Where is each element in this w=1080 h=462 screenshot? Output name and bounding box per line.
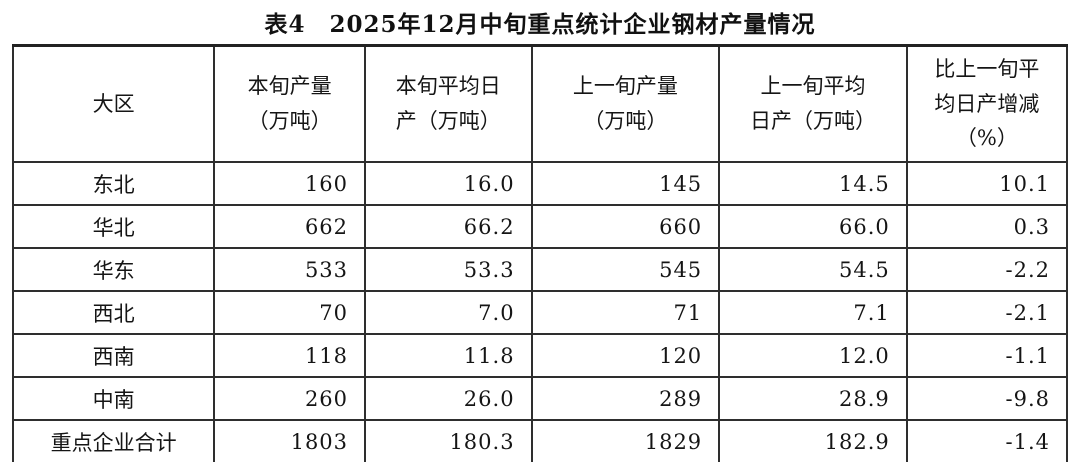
value-cell: 662 <box>213 204 367 249</box>
region-cell: 华东 <box>11 247 216 292</box>
table-row: 华北 662 66.2 660 66.0 0.3 <box>11 204 1069 249</box>
value-cell: 1829 <box>530 419 721 462</box>
value-cell: 289 <box>530 376 721 421</box>
value-cell: 54.5 <box>718 247 908 292</box>
value-cell: 26.0 <box>364 376 533 421</box>
col-header-current-output: 本旬产量 （万吨） <box>213 44 367 163</box>
table-row: 西北 70 7.0 71 7.1 -2.1 <box>11 290 1069 335</box>
value-cell: 14.5 <box>718 161 908 206</box>
col-header-previous-output: 上一旬产量 （万吨） <box>530 44 721 163</box>
value-cell: 182.9 <box>718 419 908 462</box>
value-cell: 7.1 <box>718 290 908 335</box>
value-cell: 545 <box>530 247 721 292</box>
header-row: 大区 本旬产量 （万吨） 本旬平均日 产（万吨） 上一旬产量 （万吨） 上一旬平… <box>11 44 1069 163</box>
value-cell: 11.8 <box>364 333 533 378</box>
value-cell: 0.3 <box>905 204 1069 249</box>
value-cell: 120 <box>530 333 721 378</box>
value-cell: 70 <box>213 290 367 335</box>
value-cell: -2.1 <box>905 290 1069 335</box>
value-cell: 533 <box>213 247 367 292</box>
value-cell: 66.0 <box>718 204 908 249</box>
value-cell: 180.3 <box>364 419 533 462</box>
value-cell: 7.0 <box>364 290 533 335</box>
value-cell: 160 <box>213 161 367 206</box>
value-cell: -2.2 <box>905 247 1069 292</box>
value-cell: 260 <box>213 376 367 421</box>
value-cell: 1803 <box>213 419 367 462</box>
col-header-region: 大区 <box>11 44 216 163</box>
value-cell: 145 <box>530 161 721 206</box>
table-row: 中南 260 26.0 289 28.9 -9.8 <box>11 376 1069 421</box>
value-cell: 12.0 <box>718 333 908 378</box>
value-cell: -9.8 <box>905 376 1069 421</box>
col-header-previous-daily-avg: 上一旬平均 日产（万吨） <box>718 44 908 163</box>
table-row: 西南 118 11.8 120 12.0 -1.1 <box>11 333 1069 378</box>
region-cell: 西北 <box>11 290 216 335</box>
value-cell: 53.3 <box>364 247 533 292</box>
region-cell: 中南 <box>11 376 216 421</box>
table-row-total: 重点企业合计 1803 180.3 1829 182.9 -1.4 <box>11 419 1069 462</box>
table-title: 表4 2025年12月中旬重点统计企业钢材产量情况 <box>264 11 816 38</box>
table-row: 华东 533 53.3 545 54.5 -2.2 <box>11 247 1069 292</box>
value-cell: 16.0 <box>364 161 533 206</box>
region-cell: 重点企业合计 <box>11 419 216 462</box>
value-cell: -1.1 <box>905 333 1069 378</box>
value-cell: 10.1 <box>905 161 1069 206</box>
steel-output-table: 大区 本旬产量 （万吨） 本旬平均日 产（万吨） 上一旬产量 （万吨） 上一旬平… <box>11 44 1069 462</box>
value-cell: 71 <box>530 290 721 335</box>
value-cell: 66.2 <box>364 204 533 249</box>
region-cell: 西南 <box>11 333 216 378</box>
value-cell: 28.9 <box>718 376 908 421</box>
col-header-daily-avg-change: 比上一旬平 均日产增减 （%） <box>905 44 1069 163</box>
region-cell: 东北 <box>11 161 216 206</box>
table-row: 东北 160 16.0 145 14.5 10.1 <box>11 161 1069 206</box>
value-cell: 118 <box>213 333 367 378</box>
col-header-current-daily-avg: 本旬平均日 产（万吨） <box>364 44 533 163</box>
region-cell: 华北 <box>11 204 216 249</box>
value-cell: -1.4 <box>905 419 1069 462</box>
value-cell: 660 <box>530 204 721 249</box>
